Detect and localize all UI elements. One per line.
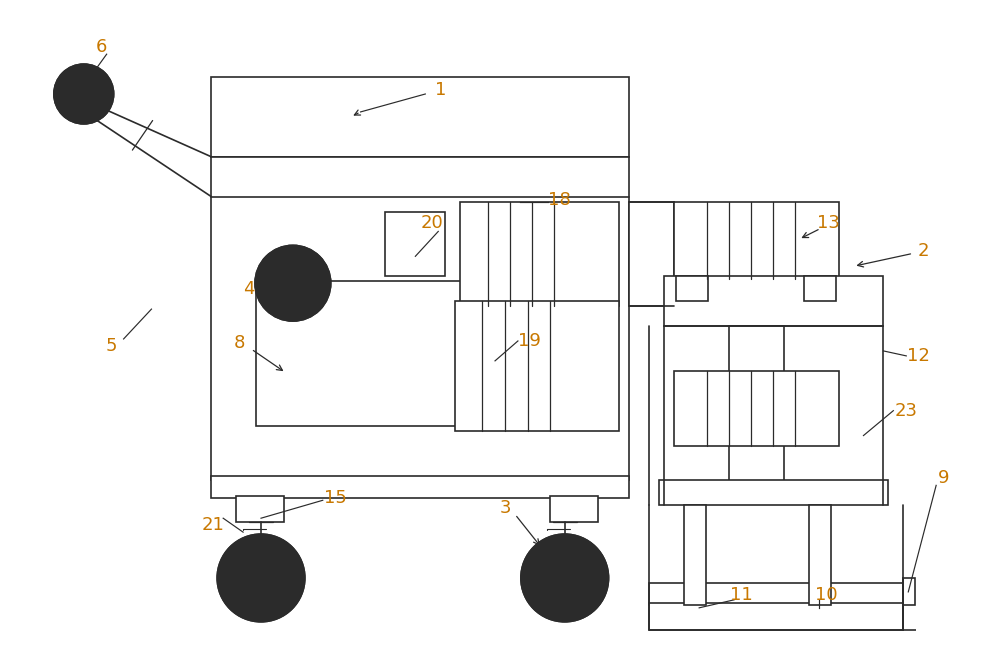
Text: 20: 20 [421, 214, 444, 233]
Text: 19: 19 [518, 332, 541, 350]
Bar [211, 157, 629, 481]
Circle shape [255, 245, 331, 321]
Circle shape [54, 64, 114, 124]
Text: 18: 18 [548, 190, 571, 209]
Text: 6: 6 [96, 38, 107, 56]
Bar [256, 281, 500, 426]
Text: 8: 8 [233, 334, 245, 352]
Bar [729, 326, 784, 500]
Bar [664, 276, 883, 326]
Bar [649, 603, 903, 630]
Text: 15: 15 [324, 489, 347, 507]
Circle shape [217, 534, 305, 622]
Bar [385, 212, 445, 276]
Bar [903, 578, 915, 605]
Text: 1: 1 [435, 81, 446, 99]
Bar [674, 371, 839, 446]
Bar [460, 202, 619, 306]
Text: 4: 4 [243, 280, 255, 298]
Text: 3: 3 [499, 499, 511, 518]
Bar [676, 276, 708, 301]
Bar [804, 276, 836, 301]
Text: 13: 13 [817, 214, 840, 233]
Bar [629, 202, 674, 306]
Text: 23: 23 [895, 402, 918, 420]
Text: 10: 10 [815, 586, 838, 604]
Bar [236, 496, 284, 522]
Bar [649, 583, 903, 605]
Text: 11: 11 [730, 586, 752, 604]
Bar [684, 505, 706, 605]
Bar [674, 202, 839, 279]
Text: 21: 21 [202, 516, 225, 534]
Bar [455, 301, 619, 430]
Bar [211, 477, 629, 498]
Bar [550, 496, 598, 522]
Circle shape [246, 563, 276, 593]
Circle shape [521, 534, 609, 622]
Bar [809, 505, 831, 605]
Text: 9: 9 [937, 469, 949, 487]
Text: 12: 12 [907, 347, 930, 365]
Bar [659, 481, 888, 505]
Text: 5: 5 [106, 337, 117, 355]
Text: 2: 2 [917, 243, 929, 260]
Circle shape [550, 563, 580, 593]
Bar [211, 77, 629, 157]
